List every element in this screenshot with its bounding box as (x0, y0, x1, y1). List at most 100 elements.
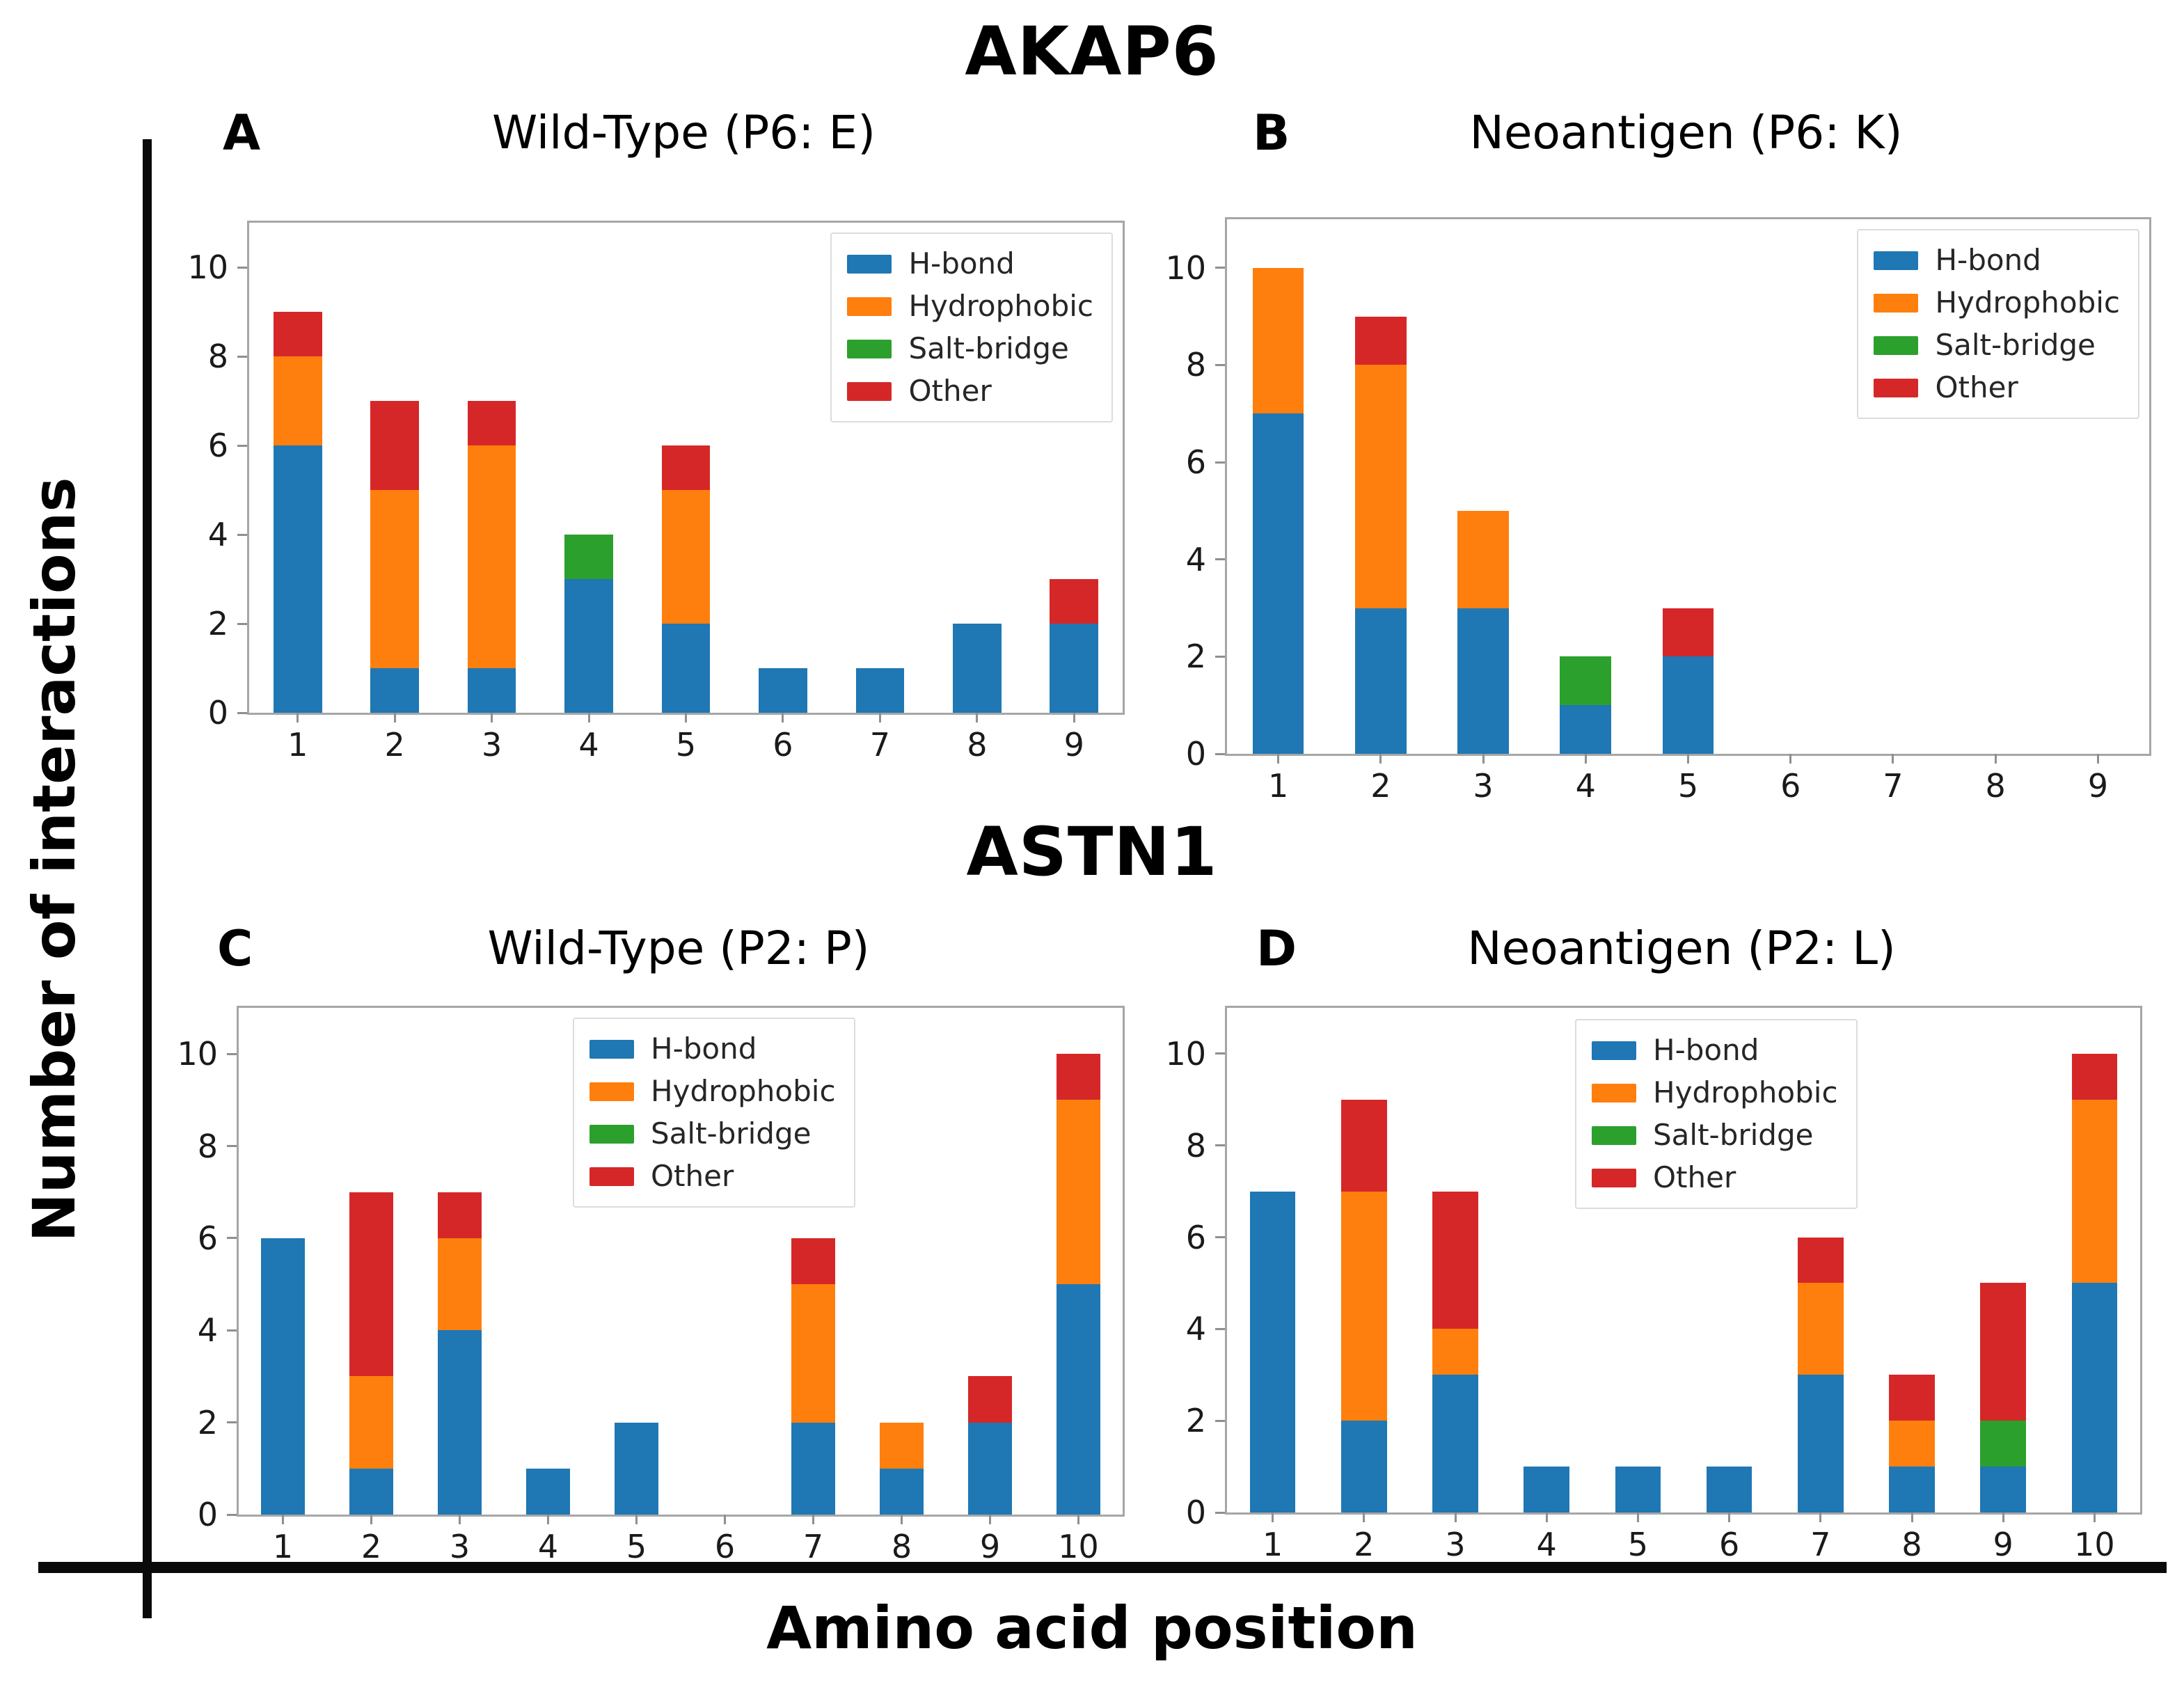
legend-label: Hydrophobic (1653, 1075, 1838, 1109)
x-tick-mark (2002, 1512, 2004, 1522)
outer-x-axis-line (38, 1562, 2167, 1573)
plot-area-neoantigen-p2l: 0 2 4 6 8 10 1 2 3 4 5 6 7 8 9 10 H-bond Hydrophobic Salt-… (1165, 1006, 2142, 1563)
legend-label: Other (651, 1159, 734, 1193)
y-tick-label: 2 (207, 605, 228, 642)
bar-segment-h-bond-pos7 (1798, 1375, 1844, 1512)
y-tick-mark (237, 533, 247, 536)
bar-segment-other-pos10 (2071, 1053, 2118, 1100)
legend-swatch-salt-bridge (1592, 1125, 1636, 1145)
legend-swatch-hydrophobic (1874, 293, 1919, 313)
bar-segment-hydrophobic-pos3 (467, 445, 516, 668)
outer-y-axis-line (143, 139, 152, 1618)
panel-title-a: Wild-Type (P6: E) (492, 106, 876, 159)
y-tick-label: 2 (197, 1403, 218, 1441)
bar-segment-h-bond-pos5 (1615, 1467, 1661, 1512)
bar-segment-h-bond-pos7 (791, 1422, 836, 1515)
bar-segment-other-pos7 (791, 1238, 836, 1285)
x-tick-label: 5 (626, 1528, 647, 1565)
legend: H-bond Hydrophobic Salt-bridge Other (1575, 1019, 1858, 1209)
y-tick-mark (1215, 558, 1225, 561)
bar-segment-other-pos2 (349, 1192, 394, 1377)
x-tick-mark (1584, 754, 1587, 764)
y-tick-label: 4 (197, 1311, 218, 1350)
x-tick-label: 10 (1058, 1528, 1099, 1565)
x-tick-mark (2096, 754, 2099, 764)
bar-segment-other-pos3 (467, 401, 516, 445)
plot-area-neoantigen-p6k: 0 2 4 6 8 10 1 2 3 4 5 6 7 8 9 H-bond Hydrophobic Salt-br… (1165, 217, 2151, 804)
y-tick-label: 4 (207, 516, 228, 553)
panel-title-c: Wild-Type (P2: P) (487, 922, 870, 975)
x-tick-mark (1636, 1512, 1639, 1522)
x-tick-label: 2 (1370, 767, 1391, 805)
bar-segment-h-bond-pos4 (1524, 1467, 1569, 1512)
y-tick-mark (1215, 1511, 1225, 1514)
x-tick-mark (547, 1515, 549, 1524)
x-tick-label: 2 (384, 726, 405, 764)
y-tick-label: 2 (1185, 638, 1206, 676)
bar-segment-h-bond-pos3 (1432, 1375, 1478, 1512)
bar-segment-h-bond-pos1 (273, 445, 322, 713)
x-tick-mark (1077, 1515, 1079, 1524)
y-tick-label: 4 (1185, 1310, 1206, 1348)
bar-segment-h-bond-pos3 (437, 1330, 482, 1515)
y-tick-mark (227, 1052, 237, 1055)
y-tick-label: 10 (187, 248, 228, 286)
bar-segment-h-bond-pos5 (661, 624, 711, 713)
y-tick-mark (1215, 363, 1225, 366)
bar-segment-h-bond-pos2 (1341, 1421, 1387, 1512)
x-tick-label: 7 (802, 1528, 824, 1565)
legend-row: Other (1874, 372, 2120, 404)
bar-segment-h-bond-pos5 (614, 1422, 659, 1515)
x-tick-mark (459, 1515, 461, 1524)
bar-segment-hydrophobic-pos2 (1341, 1191, 1387, 1421)
group-title-akap6: AKAP6 (965, 13, 1219, 90)
bar-segment-hydrophobic-pos2 (349, 1376, 394, 1469)
panel-letter-d: D (1256, 920, 1297, 977)
legend-label: Salt-bridge (1935, 328, 2096, 362)
x-tick-label: 3 (481, 726, 503, 764)
x-tick-mark (1379, 754, 1382, 764)
bar-segment-hydrophobic-pos1 (273, 356, 322, 445)
y-tick-mark (237, 266, 247, 269)
legend-label: Other (908, 374, 992, 408)
bar-segment-h-bond-pos10 (1056, 1284, 1101, 1515)
bar-segment-h-bond-pos6 (759, 668, 807, 713)
x-tick-label: 5 (1627, 1526, 1649, 1563)
legend-row: H-bond (1874, 244, 2120, 276)
bar-segment-hydrophobic-pos1 (1252, 267, 1304, 414)
group-title-astn1: ASTN1 (966, 813, 1218, 891)
x-tick-label: 10 (2074, 1526, 2115, 1563)
y-tick-mark (1215, 655, 1225, 658)
legend-row: H-bond (589, 1033, 836, 1065)
bar-segment-other-pos9 (1050, 579, 1099, 624)
bar-segment-hydrophobic-pos10 (2071, 1099, 2118, 1283)
bar-segment-hydrophobic-pos2 (370, 490, 420, 668)
legend-label: Hydrophobic (908, 289, 1093, 323)
x-tick-label: 6 (714, 1528, 736, 1565)
x-tick-label: 4 (1536, 1526, 1557, 1563)
x-tick-label: 4 (537, 1528, 559, 1565)
legend-label: Other (1935, 370, 2018, 404)
y-tick-label: 0 (197, 1496, 218, 1533)
legend-swatch-salt-bridge (589, 1124, 634, 1144)
panel-title-d: Neoantigen (P2: L) (1467, 922, 1896, 975)
x-tick-label: 8 (891, 1528, 912, 1565)
legend-swatch-h-bond (1874, 251, 1919, 270)
y-tick-label: 4 (1185, 540, 1206, 578)
bar-segment-h-bond-pos1 (1252, 413, 1304, 754)
y-tick-mark (237, 355, 247, 358)
legend-swatch-h-bond (847, 254, 892, 274)
bar-segment-h-bond-pos9 (1980, 1467, 2026, 1512)
legend-label: H-bond (1935, 243, 2041, 277)
bar-segment-h-bond-pos4 (525, 1468, 571, 1515)
bar-segment-h-bond-pos2 (1355, 608, 1407, 754)
x-tick-mark (1363, 1512, 1366, 1522)
bar-segment-other-pos8 (1889, 1375, 1935, 1421)
bar-segment-hydrophobic-pos7 (791, 1284, 836, 1423)
x-tick-label: 2 (1354, 1526, 1375, 1563)
bar-segment-hydrophobic-pos5 (661, 490, 711, 624)
bar-segment-other-pos3 (1432, 1191, 1478, 1329)
y-tick-label: 8 (207, 338, 228, 375)
bar-segment-other-pos9 (967, 1376, 1013, 1423)
y-tick-label: 8 (1185, 1126, 1206, 1164)
